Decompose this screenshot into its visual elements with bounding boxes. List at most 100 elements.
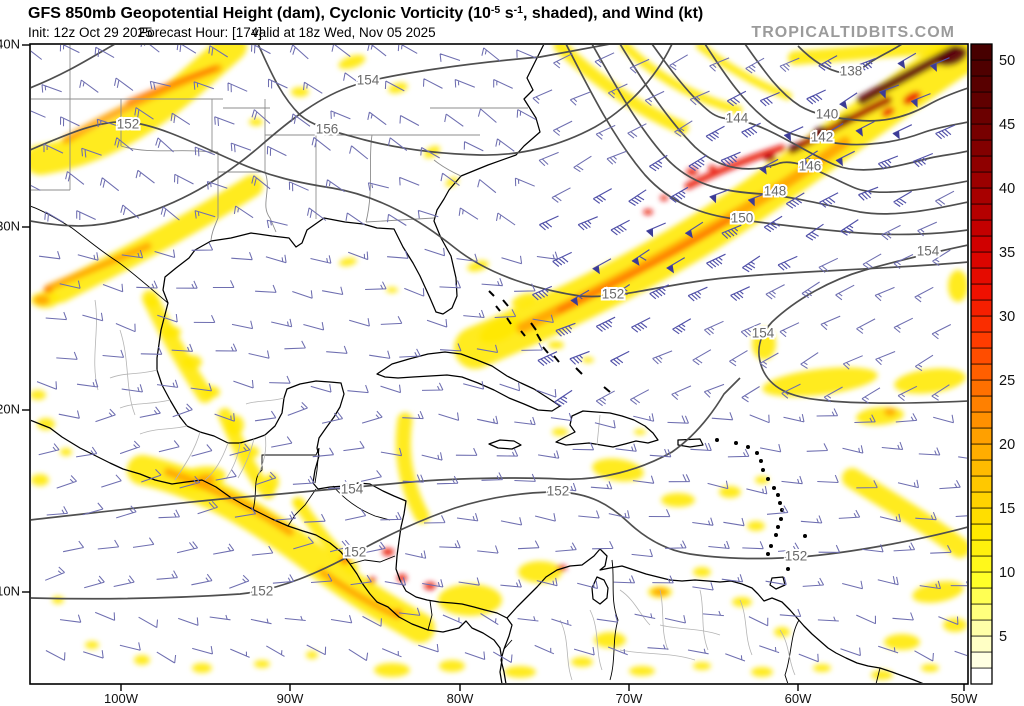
colorbar-cell: [970, 427, 993, 445]
vorticity-blob: [386, 287, 398, 293]
contour-label: 152: [785, 549, 808, 564]
tropicaltidbits-watermark: TROPICALTIDBITS.COM: [751, 24, 955, 41]
wind-barb-pennant: [759, 165, 767, 175]
vorticity-blob: [34, 295, 50, 305]
country-border: [609, 559, 619, 681]
vorticity-blob: [439, 660, 465, 672]
antilles-island: [715, 438, 719, 442]
colorbar-cell: [970, 523, 993, 541]
vorticity-blob: [634, 429, 646, 435]
bahamas-island: [542, 346, 549, 354]
coastline: [591, 576, 609, 605]
wind-barb-pennant: [879, 89, 886, 99]
height-contour: [704, 45, 967, 146]
wind-barb-pennant: [897, 60, 906, 69]
colorbar-cell: [970, 251, 993, 269]
vorticity-blob: [660, 195, 668, 201]
colorbar-cell: [970, 443, 993, 461]
vorticity-blob: [842, 468, 967, 558]
vorticity-blob: [44, 242, 152, 292]
coastline: [769, 576, 786, 590]
antilles-island: [803, 534, 807, 538]
antilles-island: [746, 445, 750, 449]
lat-label: 20N: [0, 401, 20, 416]
colorbar-cell: [970, 347, 993, 365]
contour-label: 154: [357, 73, 380, 88]
wind-barb-pennant: [800, 158, 808, 168]
us-state-border: [365, 217, 435, 223]
contour-label: 154: [341, 482, 364, 497]
lon-label: 90W: [277, 691, 304, 706]
vorticity-blob: [125, 65, 217, 105]
antilles-island: [778, 501, 782, 505]
init-time-label: Init: 12z Oct 29 2025: [28, 25, 153, 40]
colorbar-cell: [970, 603, 993, 621]
vorticity-blob: [948, 270, 967, 302]
antilles-island: [759, 459, 763, 463]
contour-label: 146: [799, 159, 822, 174]
vorticity-blob: [732, 597, 752, 607]
contour-label: 152: [117, 117, 140, 132]
contour-label: 152: [602, 287, 625, 302]
vorticity-blob: [894, 368, 966, 394]
vorticity-blob: [306, 651, 318, 659]
colorbar-cell: [970, 555, 993, 573]
height-contour: [591, 45, 967, 215]
colorbar-cell: [970, 395, 993, 413]
admin-border: [559, 619, 573, 681]
lon-label: 60W: [785, 691, 812, 706]
vorticity-blob: [762, 367, 878, 397]
country-border: [287, 488, 317, 527]
colorbar-tick-label: 5: [999, 629, 1007, 645]
height-contour: [257, 45, 673, 156]
vorticity-blob: [693, 567, 711, 577]
vorticity-blob: [192, 663, 212, 673]
vorticity-blob: [764, 154, 776, 162]
country-border: [314, 447, 320, 484]
vorticity-blob: [582, 357, 594, 363]
colorbar-cell: [970, 331, 993, 349]
wind-barb-pennant: [835, 157, 843, 167]
admin-border: [739, 599, 753, 656]
country-border: [349, 555, 396, 565]
vorticity-blob: [438, 584, 502, 616]
admin-border: [619, 649, 696, 661]
coastline: [31, 419, 503, 683]
colorbar-cell: [970, 59, 993, 77]
height-contours-layer: [31, 45, 967, 600]
vorticity-blob: [881, 107, 895, 117]
wind-barbs-strong: [532, 52, 956, 407]
vorticity-blob: [747, 521, 765, 531]
coastlines-borders-layer: [31, 45, 924, 683]
vorticity-blob: [696, 45, 792, 100]
antilles-island: [774, 533, 778, 537]
contour-label: 138: [840, 64, 863, 79]
lon-label: 100W: [104, 691, 139, 706]
vorticity-blob: [249, 118, 263, 126]
colorbar-cell: [970, 155, 993, 173]
vorticity-blob: [594, 632, 626, 648]
coastline: [376, 351, 561, 412]
admin-border: [204, 442, 229, 481]
bahamas-island: [502, 299, 509, 307]
colorbar-cell: [970, 379, 993, 397]
admin-border: [139, 425, 188, 435]
colorbar-cell: [970, 667, 993, 685]
country-border: [784, 619, 800, 683]
wind-barb-pennant: [631, 257, 640, 266]
colorbar-cell: [970, 187, 993, 205]
chart-title: GFS 850mb Geopotential Height (dam), Cyc…: [28, 4, 703, 22]
height-contour: [744, 45, 967, 122]
vorticity-blob: [592, 458, 644, 482]
antilles-island: [755, 451, 759, 455]
vorticity-blob: [467, 260, 489, 272]
admin-border: [659, 624, 721, 636]
colorbar-cell: [970, 203, 993, 221]
wind-barb-pennant: [784, 132, 791, 142]
lon-label: 50W: [951, 691, 978, 706]
coastline: [555, 410, 659, 448]
vorticity-blob: [454, 45, 967, 369]
vorticity-blob: [871, 670, 893, 680]
admin-border: [257, 434, 267, 477]
